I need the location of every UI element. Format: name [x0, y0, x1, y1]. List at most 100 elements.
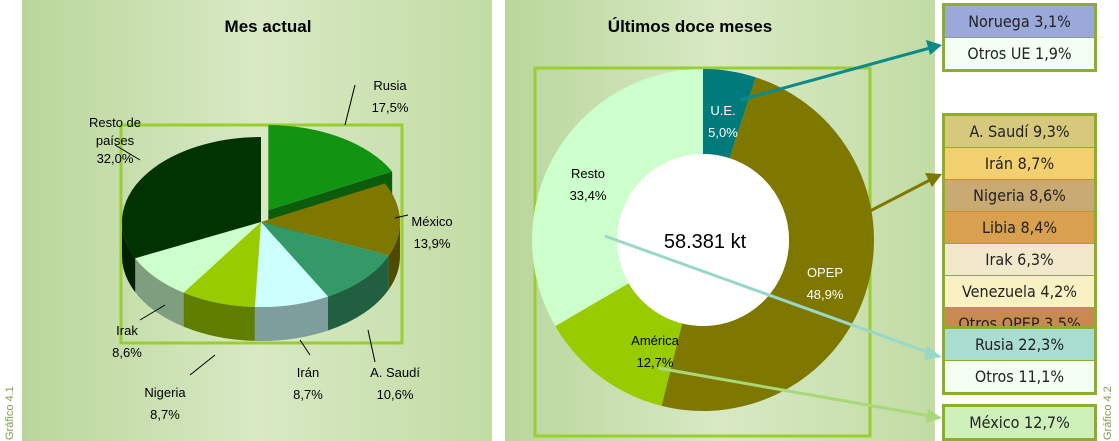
item-value: 12,7%: [1024, 413, 1070, 432]
item-value: 3,1%: [1034, 12, 1071, 31]
label-value: 33,4%: [569, 188, 607, 203]
breakdown-item: Irán 8,7%: [945, 148, 1094, 179]
figure-label: Gráfico 4.2: [1102, 386, 1114, 440]
label-name: U.E.: [710, 103, 736, 118]
breakdown-box: México 12,7%: [942, 404, 1097, 441]
item-name: Venezuela: [962, 282, 1036, 301]
label-name: OPEP: [806, 265, 844, 280]
item-value: 11,1%: [1018, 367, 1065, 386]
label-name: Irán: [296, 365, 320, 380]
chart-title: Mes actual: [224, 17, 312, 36]
center-annotation: 58.381 kt: [664, 231, 747, 253]
label-value: 5,0%: [708, 125, 738, 140]
data-label: OPEP 48,9%: [785, 262, 865, 306]
label-name: Rusia: [373, 78, 407, 93]
breakdown-box: Noruega 3,1% Otros UE 1,9%: [942, 3, 1097, 72]
chart-title: Últimos doce meses: [607, 17, 773, 36]
arrows: [604, 40, 942, 423]
breakdown-item: Libia 8,4%: [945, 212, 1094, 243]
data-label: Irán 8,7%: [268, 362, 348, 406]
label-value: 8,6%: [112, 345, 142, 360]
label-name: Nigeria: [144, 385, 186, 400]
label-value: 12,7%: [636, 355, 674, 370]
donut: 58.381 kt: [532, 69, 875, 412]
data-label: U.E. 5,0%: [683, 100, 763, 144]
item-value: 8,7%: [1017, 154, 1055, 173]
label-name: A. Saudí: [370, 365, 420, 380]
label-name: Resto: [571, 166, 605, 181]
data-label: Nigeria 8,7%: [125, 382, 205, 426]
item-name: Otros: [974, 367, 1014, 386]
breakdown-item: Otros 11,1%: [945, 361, 1094, 392]
breakdown-item: Rusia 22,3%: [945, 329, 1094, 360]
data-label: América 12,7%: [615, 330, 695, 374]
data-label: A. Saudí 10,6%: [355, 362, 435, 406]
item-value: 8,6%: [1029, 186, 1066, 205]
pie-slice: [261, 183, 400, 256]
breakdown-item: Otros UE 1,9%: [945, 38, 1094, 69]
label-value: 17,5%: [371, 100, 409, 115]
label-name: Irak: [116, 323, 138, 338]
item-name: A. Saudí: [969, 122, 1029, 141]
item-name: Irán: [984, 154, 1013, 173]
breakdown-box: Rusia 22,3% Otros 11,1%: [942, 326, 1097, 395]
label-value: 13,9%: [413, 236, 451, 251]
breakdown-item: Nigeria 8,6%: [945, 180, 1094, 211]
pie-side: [135, 258, 184, 327]
label-value: 10,6%: [376, 387, 414, 402]
label-name: Resto de países: [88, 115, 142, 148]
item-name: Nigeria: [973, 186, 1025, 205]
item-name: Otros UE: [967, 44, 1031, 63]
label-name: América: [631, 333, 679, 348]
data-label: Resto 33,4%: [548, 163, 628, 207]
item-value: 1,9%: [1035, 44, 1072, 63]
pie-side: [183, 292, 255, 341]
breakdown-box: A. Saudí 9,3% Irán 8,7% Nigeria 8,6% Libia …: [942, 113, 1097, 342]
pie-slice: [135, 222, 261, 293]
pie-side: [122, 222, 136, 293]
data-label: Rusia 17,5%: [350, 75, 430, 119]
donut-segment: [661, 77, 875, 412]
item-value: 9,3%: [1032, 122, 1070, 141]
item-value: 6,3%: [1017, 250, 1054, 269]
item-name: Irak: [985, 250, 1013, 269]
label-value: 32,0%: [96, 151, 134, 166]
donut-hole: [617, 154, 789, 326]
pie-slice: [254, 222, 328, 307]
pie-slice: [183, 222, 261, 307]
breakdown-item: Venezuela 4,2%: [945, 276, 1094, 307]
pie-side: [388, 222, 400, 290]
donut-segment: [703, 69, 756, 159]
item-value: 4,2%: [1040, 282, 1077, 301]
pie-side: [327, 255, 389, 331]
label-name: México: [411, 214, 453, 229]
figure-label: Gráfico 4.1: [4, 386, 16, 440]
pie-side: [254, 296, 328, 341]
pie-slice: [121, 137, 262, 259]
data-label: Irak 8,6%: [87, 320, 167, 364]
data-label: Resto de países 32,0%: [82, 114, 148, 168]
label-value: 48,9%: [806, 287, 844, 302]
item-name: Noruega: [968, 12, 1030, 31]
breakdown-item: México 12,7%: [945, 407, 1094, 438]
breakdown-item: Noruega 3,1%: [945, 6, 1094, 37]
label-value: 8,7%: [150, 407, 180, 422]
breakdown-item: A. Saudí 9,3%: [945, 116, 1094, 147]
item-value: 8,4%: [1020, 218, 1058, 237]
label-value: 8,7%: [293, 387, 323, 402]
item-name: Rusia: [974, 335, 1014, 354]
item-name: Libia: [981, 218, 1016, 237]
frame: [119, 123, 404, 345]
breakdown-item: Irak 6,3%: [945, 244, 1094, 275]
item-name: México: [969, 413, 1020, 432]
item-value: 22,3%: [1018, 335, 1065, 354]
data-label: México 13,9%: [392, 211, 472, 255]
donut-segment: [532, 69, 703, 327]
pie: [121, 125, 400, 341]
pie-slice: [268, 125, 393, 211]
leaders: [114, 84, 409, 376]
pie-slice: [261, 222, 389, 297]
donut-segment: [555, 283, 683, 406]
